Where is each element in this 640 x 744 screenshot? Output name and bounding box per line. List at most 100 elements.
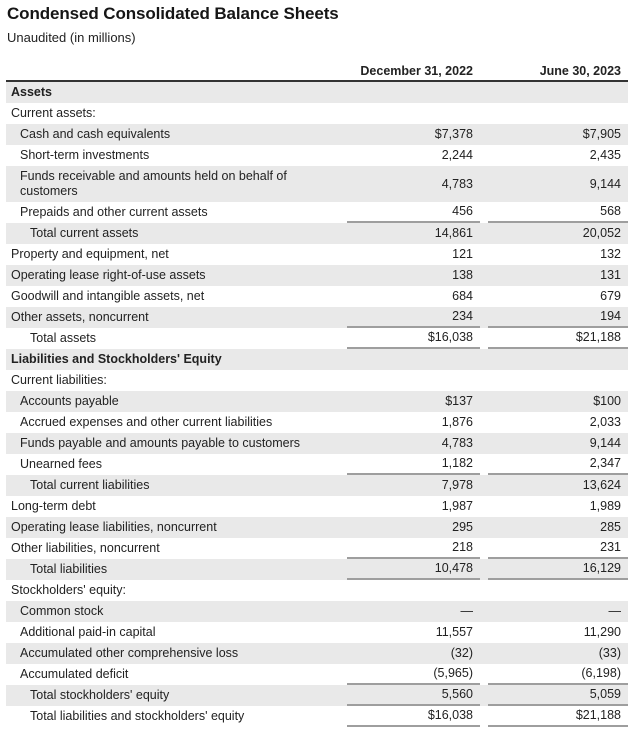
row-value-dec-31-2022: (32)	[450, 646, 473, 660]
row-value-jun-30-2023: 679	[600, 289, 621, 303]
row-value-dec-31-2022	[347, 103, 480, 124]
row-value-dec-31-2022: 1,987	[441, 499, 473, 513]
row-value-jun-30-2023: 20,052	[582, 226, 621, 240]
row-label: Total current assets	[30, 226, 139, 240]
row-label: Additional paid-in capital	[20, 625, 156, 639]
table-row: Other assets, noncurrent 234 194	[6, 307, 628, 328]
row-value-dec-31-2022: 1,876	[441, 415, 473, 429]
row-label: Current liabilities:	[11, 373, 107, 387]
row-value-jun-30-2023: $100	[593, 394, 621, 408]
row-label: Assets	[11, 85, 52, 99]
row-value-jun-30-2023: 568	[488, 202, 628, 223]
table-row: Accumulated deficit (5,965) (6,198)	[6, 664, 628, 685]
row-value-dec-31-2022: 11,557	[435, 625, 473, 639]
table-row: Total stockholders' equity 5,560 5,059	[6, 685, 628, 706]
row-label: Operating lease liabilities, noncurrent	[11, 520, 217, 534]
row-value-jun-30-2023: 285	[600, 520, 621, 534]
page-subtitle: Unaudited (in millions)	[7, 30, 136, 45]
row-label: Short-term investments	[20, 148, 150, 162]
row-label: Cash and cash equivalents	[20, 127, 171, 141]
row-label: Accumulated other comprehensive loss	[20, 646, 239, 660]
row-value-jun-30-2023: 9,144	[589, 176, 621, 191]
row-value-jun-30-2023: $21,188	[488, 328, 628, 349]
table-row: Accumulated other comprehensive loss (32…	[6, 643, 628, 664]
row-value-jun-30-2023	[488, 370, 628, 391]
row-label: Property and equipment, net	[11, 247, 169, 261]
row-label: Other assets, noncurrent	[11, 310, 149, 324]
table-row: Operating lease liabilities, noncurrent …	[6, 517, 628, 538]
table-row: Total liabilities 10,478 16,129	[6, 559, 628, 580]
row-value-dec-31-2022	[347, 580, 480, 601]
row-value-dec-31-2022: 684	[452, 289, 473, 303]
page-title: Condensed Consolidated Balance Sheets	[7, 4, 339, 23]
row-value-jun-30-2023: (33)	[598, 646, 621, 660]
table-row: Common stock — —	[6, 601, 628, 622]
row-label: Funds receivable and amounts held on beh…	[20, 169, 287, 198]
row-value-dec-31-2022: $137	[445, 394, 473, 408]
table-row: Funds payable and amounts payable to cus…	[6, 433, 628, 454]
row-label: Accumulated deficit	[20, 667, 129, 681]
row-label: Unearned fees	[20, 457, 103, 471]
row-value-jun-30-2023	[488, 349, 628, 370]
row-value-dec-31-2022: $16,038	[347, 328, 480, 349]
row-label: Total current liabilities	[30, 478, 150, 492]
table-row: Goodwill and intangible assets, net 684 …	[6, 286, 628, 307]
row-value-dec-31-2022: —	[460, 604, 474, 618]
row-value-jun-30-2023: 194	[488, 307, 628, 328]
table-row: Accounts payable $137 $100	[6, 391, 628, 412]
row-value-dec-31-2022: 121	[452, 247, 473, 261]
row-value-dec-31-2022: (5,965)	[347, 664, 480, 685]
table-row: Prepaids and other current assets 456 56…	[6, 202, 628, 223]
row-label: Total assets	[30, 331, 97, 345]
table-row: Property and equipment, net 121 132	[6, 244, 628, 265]
row-value-dec-31-2022	[347, 82, 480, 103]
row-label: Common stock	[20, 604, 104, 618]
row-value-jun-30-2023: (6,198)	[488, 664, 628, 685]
row-value-dec-31-2022	[347, 370, 480, 391]
balance-table-rows: Assets Current assets: Cash and cash equ…	[6, 82, 628, 727]
table-row: Cash and cash equivalents $7,378 $7,905	[6, 124, 628, 145]
row-value-dec-31-2022: 234	[347, 307, 480, 328]
table-row: Current assets:	[6, 103, 628, 124]
row-value-dec-31-2022: $16,038	[347, 706, 480, 727]
row-label: Accrued expenses and other current liabi…	[20, 415, 273, 429]
row-value-dec-31-2022: 138	[452, 268, 473, 282]
table-row: Funds receivable and amounts held on beh…	[6, 166, 628, 202]
row-label: Total stockholders' equity	[30, 688, 170, 702]
row-label: Goodwill and intangible assets, net	[11, 289, 205, 303]
row-label: Current assets:	[11, 106, 96, 120]
column-headers-row: December 31, 2022 June 30, 2023	[6, 64, 628, 80]
row-value-jun-30-2023: 1,989	[589, 499, 621, 513]
row-value-dec-31-2022: 295	[452, 520, 473, 534]
row-value-dec-31-2022: 10,478	[347, 559, 480, 580]
row-value-jun-30-2023: 16,129	[488, 559, 628, 580]
row-value-dec-31-2022: 5,560	[347, 685, 480, 706]
row-value-jun-30-2023: $7,905	[582, 127, 621, 141]
row-value-jun-30-2023: 13,624	[582, 478, 621, 492]
table-row: Other liabilities, noncurrent 218 231	[6, 538, 628, 559]
table-row: Current liabilities:	[6, 370, 628, 391]
row-value-jun-30-2023	[488, 103, 628, 124]
column-header-jun-30-2023: June 30, 2023	[539, 64, 621, 78]
row-value-dec-31-2022: $7,378	[434, 127, 473, 141]
row-value-jun-30-2023: 131	[600, 268, 621, 282]
row-value-jun-30-2023	[488, 580, 628, 601]
table-row: Long-term debt 1,987 1,989	[6, 496, 628, 517]
row-value-jun-30-2023: 231	[488, 538, 628, 559]
row-value-dec-31-2022: 1,182	[347, 454, 480, 475]
table-row: Assets	[6, 82, 628, 103]
row-value-dec-31-2022	[347, 349, 480, 370]
table-row: Additional paid-in capital 11,557 11,290	[6, 622, 628, 643]
row-label: Long-term debt	[11, 499, 96, 513]
balance-sheet-table: Assets Current assets: Cash and cash equ…	[6, 80, 628, 727]
table-row: Operating lease right-of-use assets 138 …	[6, 265, 628, 286]
row-value-jun-30-2023	[488, 82, 628, 103]
row-value-dec-31-2022: 7,978	[441, 478, 473, 492]
row-value-jun-30-2023: 2,435	[589, 148, 621, 162]
row-value-dec-31-2022: 4,783	[441, 436, 473, 450]
row-value-jun-30-2023: 132	[600, 247, 621, 261]
row-label: Total liabilities	[30, 562, 108, 576]
column-header-dec-31-2022: December 31, 2022	[360, 64, 473, 78]
table-row: Total assets $16,038 $21,188	[6, 328, 628, 349]
row-value-dec-31-2022: 4,783	[441, 176, 473, 191]
